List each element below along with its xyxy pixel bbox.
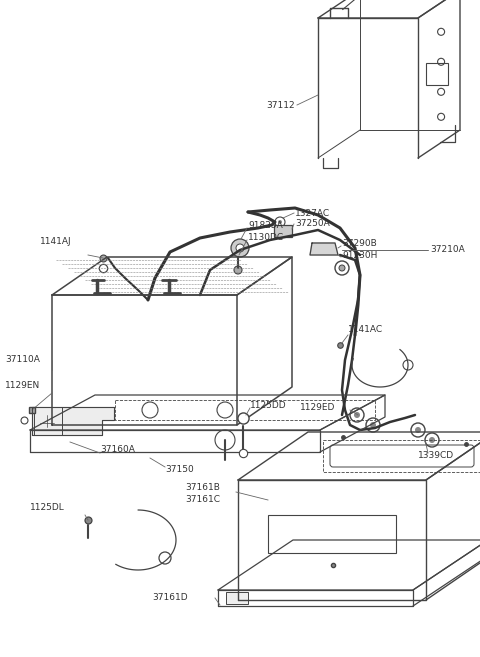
Circle shape xyxy=(339,265,345,271)
Text: 1327AC: 1327AC xyxy=(295,208,330,217)
Text: 1141AJ: 1141AJ xyxy=(40,237,72,246)
Circle shape xyxy=(403,360,413,370)
Text: 37161D: 37161D xyxy=(152,593,188,602)
Text: 1141AC: 1141AC xyxy=(348,325,383,334)
Text: 37250A: 37250A xyxy=(295,219,330,229)
Bar xyxy=(226,592,248,604)
Circle shape xyxy=(231,239,249,257)
Polygon shape xyxy=(32,407,114,435)
Text: 37110A: 37110A xyxy=(5,355,40,365)
Circle shape xyxy=(240,415,246,421)
Circle shape xyxy=(350,408,364,422)
Text: 1130DC: 1130DC xyxy=(248,233,284,242)
Circle shape xyxy=(366,418,380,432)
Polygon shape xyxy=(310,243,338,255)
Text: 37112: 37112 xyxy=(266,101,295,110)
Circle shape xyxy=(438,88,444,95)
Circle shape xyxy=(236,244,244,252)
Bar xyxy=(268,515,396,553)
Text: 37150: 37150 xyxy=(165,466,194,474)
Text: 1129EN: 1129EN xyxy=(5,380,40,390)
Circle shape xyxy=(354,412,360,418)
Circle shape xyxy=(438,113,444,120)
Text: 37161B: 37161B xyxy=(185,484,220,493)
Circle shape xyxy=(142,402,158,418)
Text: 37160A: 37160A xyxy=(100,445,135,455)
Circle shape xyxy=(438,28,444,35)
Circle shape xyxy=(411,423,425,437)
Circle shape xyxy=(415,427,421,433)
Text: 1339CD: 1339CD xyxy=(418,451,454,459)
Circle shape xyxy=(438,58,444,65)
Text: 1129ED: 1129ED xyxy=(300,403,336,413)
Text: 37290B: 37290B xyxy=(342,238,377,248)
Text: 1125DL: 1125DL xyxy=(30,503,65,512)
Circle shape xyxy=(234,266,242,274)
Circle shape xyxy=(278,220,282,224)
Circle shape xyxy=(217,402,233,418)
Circle shape xyxy=(335,261,349,275)
Circle shape xyxy=(215,430,235,450)
Text: 91825A: 91825A xyxy=(248,221,283,229)
Circle shape xyxy=(429,437,435,443)
Text: 37210A: 37210A xyxy=(430,246,465,254)
Bar xyxy=(274,225,292,237)
Text: 37161C: 37161C xyxy=(185,495,220,503)
Circle shape xyxy=(370,422,376,428)
Circle shape xyxy=(159,552,171,564)
Bar xyxy=(34,407,62,435)
Bar xyxy=(426,63,448,85)
Circle shape xyxy=(425,433,439,447)
Text: 91230H: 91230H xyxy=(342,250,377,260)
Circle shape xyxy=(275,217,285,227)
Text: 1125DD: 1125DD xyxy=(250,401,287,409)
